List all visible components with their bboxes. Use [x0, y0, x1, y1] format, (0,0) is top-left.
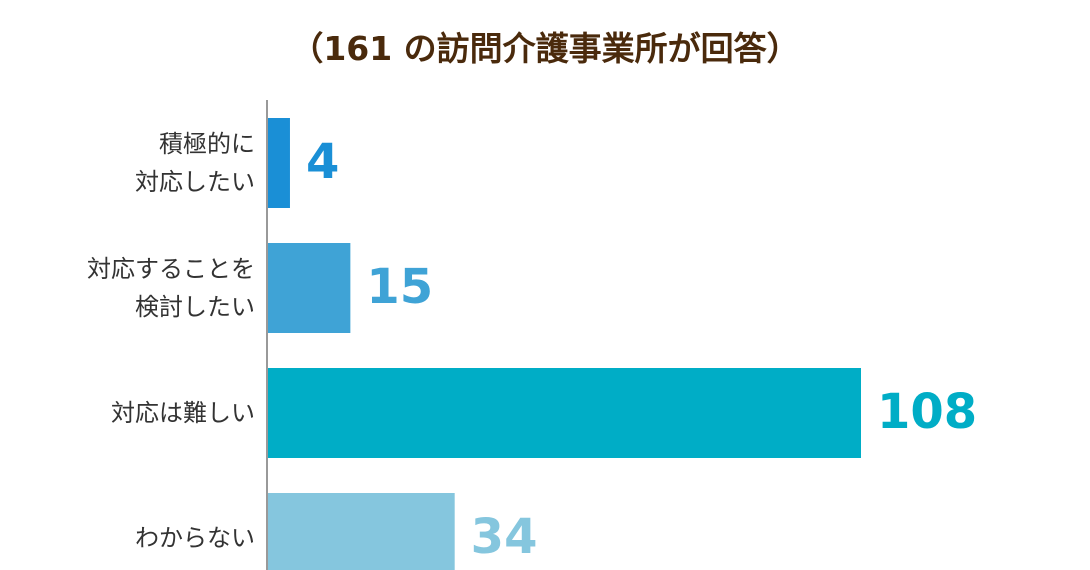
value-label: 34 [471, 509, 538, 565]
category-label: わからない [135, 524, 255, 552]
bar [268, 368, 861, 458]
category-label: 対応は難しい [111, 399, 255, 427]
chart-subtitle: （161 の訪問介護事業所が回答） [290, 29, 800, 68]
value-label: 108 [877, 384, 977, 440]
value-label: 4 [306, 134, 339, 190]
bar [268, 493, 455, 570]
value-label: 15 [366, 259, 433, 315]
category-label: 対応することを 検討したい [87, 255, 255, 321]
bar [268, 243, 351, 333]
bar [268, 118, 290, 208]
category-label: 積極的に 対応したい [135, 130, 255, 196]
